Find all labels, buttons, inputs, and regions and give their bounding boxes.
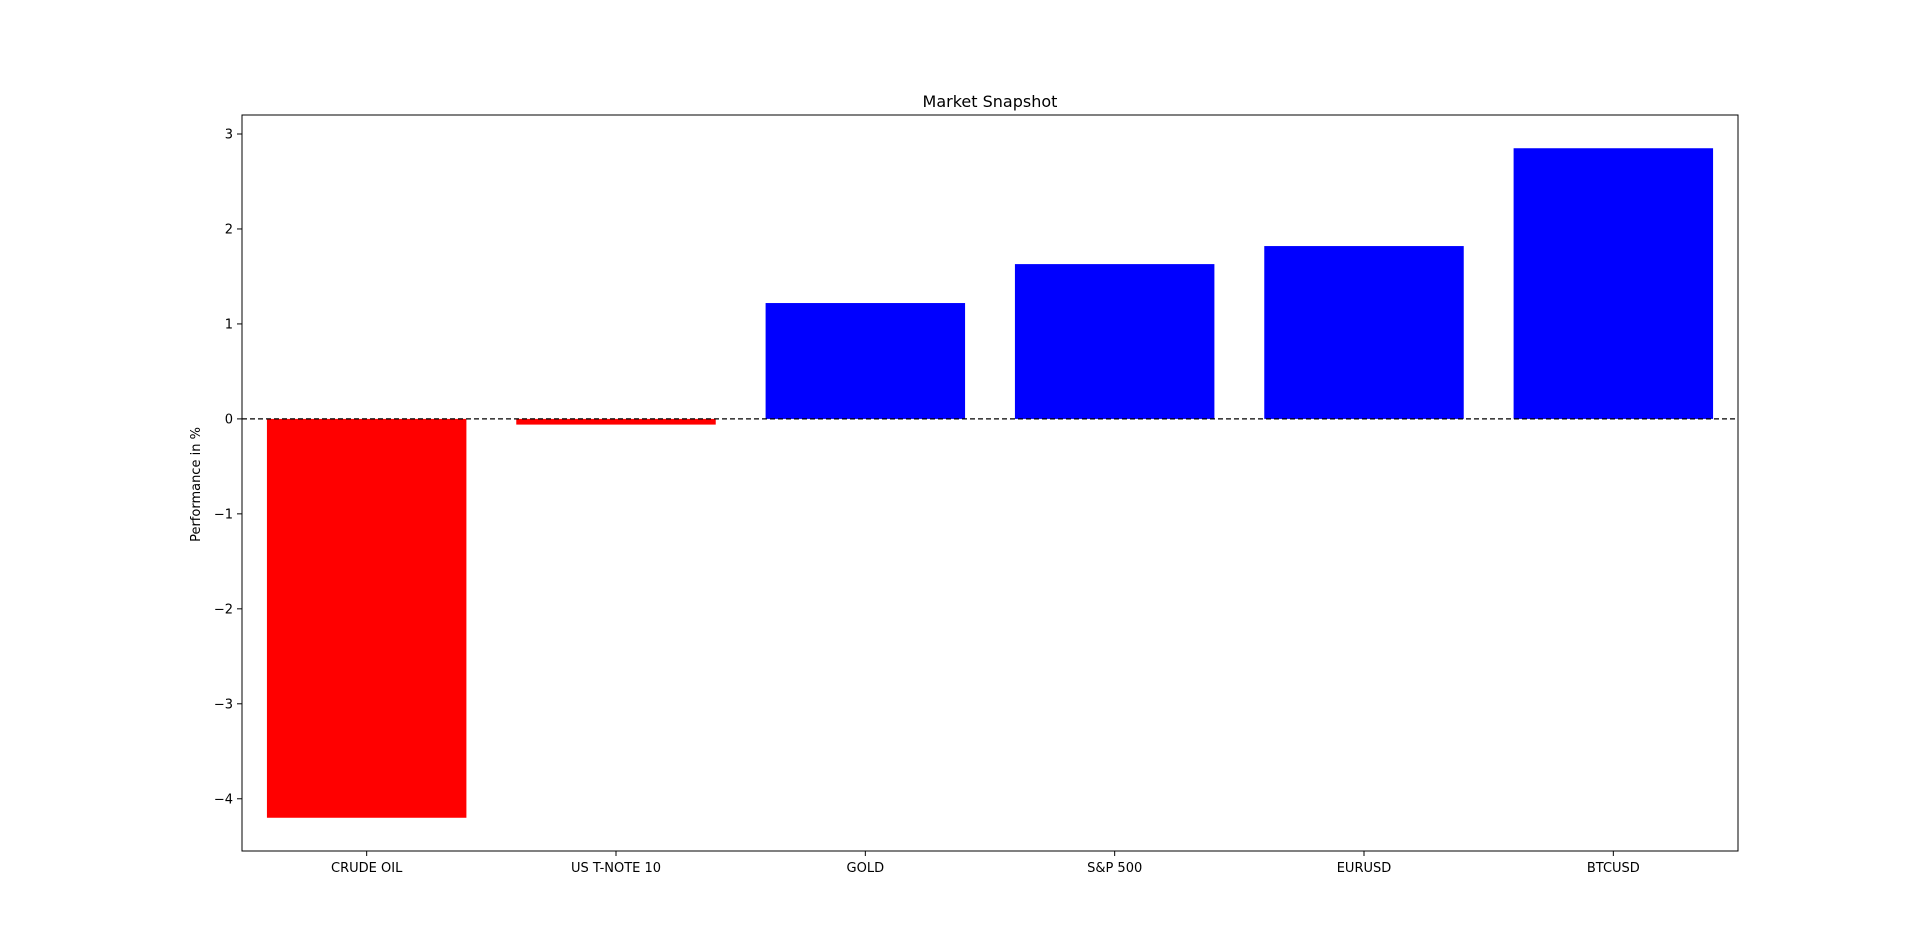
y-tick-label: −2	[214, 602, 233, 617]
y-tick-label: 0	[225, 412, 233, 427]
x-tick-label: CRUDE OIL	[331, 861, 403, 876]
x-tick-label: GOLD	[847, 861, 885, 876]
bar-us-t-note-10	[516, 418, 716, 425]
bar-btcusd	[1513, 148, 1714, 419]
bar-gold	[765, 303, 966, 419]
y-tick-label: −4	[214, 792, 233, 807]
x-tick-label: EURUSD	[1337, 861, 1392, 876]
bar-crude-oil	[266, 418, 467, 818]
plot-frame	[241, 114, 1739, 852]
y-tick-label: −3	[214, 697, 233, 712]
y-tick-label: 3	[225, 127, 233, 142]
y-tick-label: −1	[214, 507, 233, 522]
chart-title: Market Snapshot	[923, 92, 1058, 111]
bar-s-p-500	[1014, 264, 1215, 419]
x-tick-label: S&P 500	[1087, 861, 1142, 876]
x-tick-label: US T-NOTE 10	[571, 861, 661, 876]
bar-eurusd	[1264, 246, 1464, 419]
y-tick-label: 1	[225, 317, 233, 332]
y-tick-label: 2	[225, 222, 233, 237]
plot-area: 3 2 1 0 −1 −2 −3 −4 CRUDE OIL US T-NOTE 10 GOLD S&P…	[214, 114, 1739, 876]
y-axis-label: Performance in %	[189, 427, 204, 542]
x-tick-label: BTCUSD	[1587, 861, 1640, 876]
